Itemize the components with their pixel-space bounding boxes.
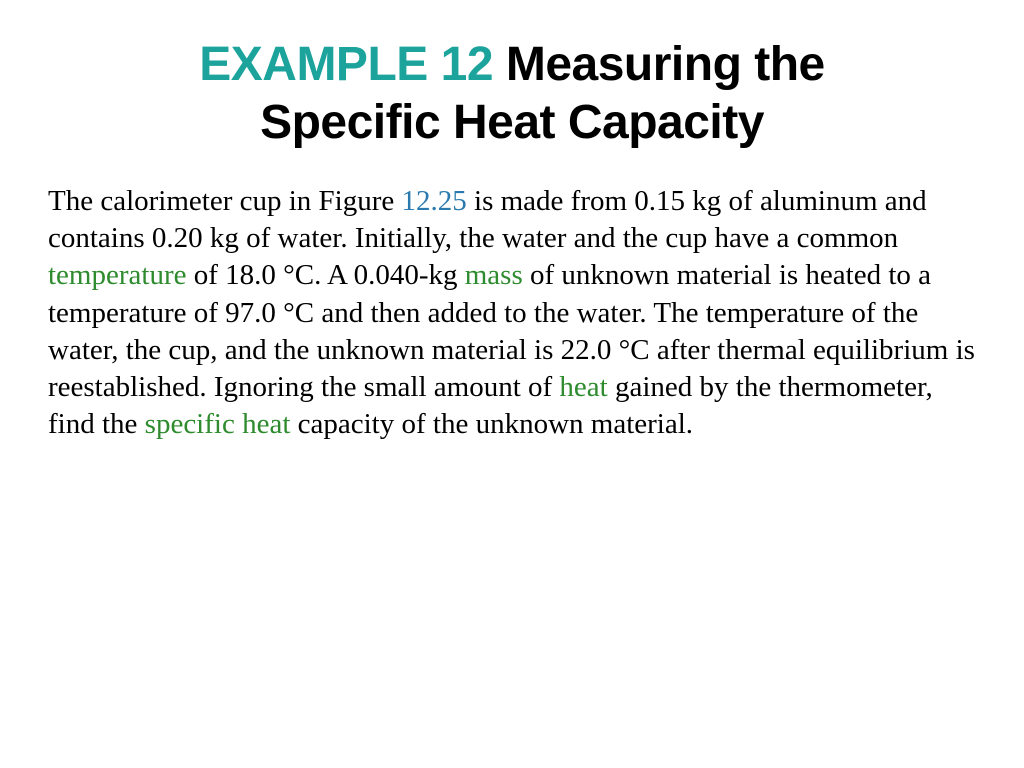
keyword-specific-heat-link[interactable]: specific heat <box>145 408 291 440</box>
body-text-segment: of 18.0 °C. A 0.040-kg <box>186 259 464 291</box>
body-text-segment: The calorimeter cup in Figure <box>48 185 402 217</box>
figure-reference-link[interactable]: 12.25 <box>402 185 467 217</box>
keyword-temperature-link[interactable]: temperature <box>48 259 186 291</box>
problem-statement: The calorimeter cup in Figure 12.25 is m… <box>48 183 976 443</box>
title-text-line1: Measuring the <box>493 38 825 91</box>
example-number: EXAMPLE 12 <box>199 38 493 91</box>
keyword-mass-link[interactable]: mass <box>465 259 523 291</box>
title-text-line2: Specific Heat Capacity <box>260 96 764 149</box>
body-text-segment: capacity of the unknown material. <box>290 408 693 440</box>
slide-title: EXAMPLE 12 Measuring the Specific Heat C… <box>48 36 976 151</box>
keyword-heat-link[interactable]: heat <box>559 371 607 403</box>
